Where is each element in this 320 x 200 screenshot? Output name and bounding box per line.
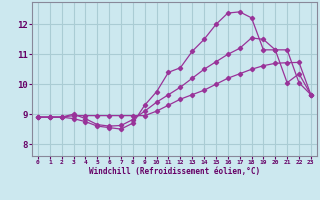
X-axis label: Windchill (Refroidissement éolien,°C): Windchill (Refroidissement éolien,°C) bbox=[89, 167, 260, 176]
